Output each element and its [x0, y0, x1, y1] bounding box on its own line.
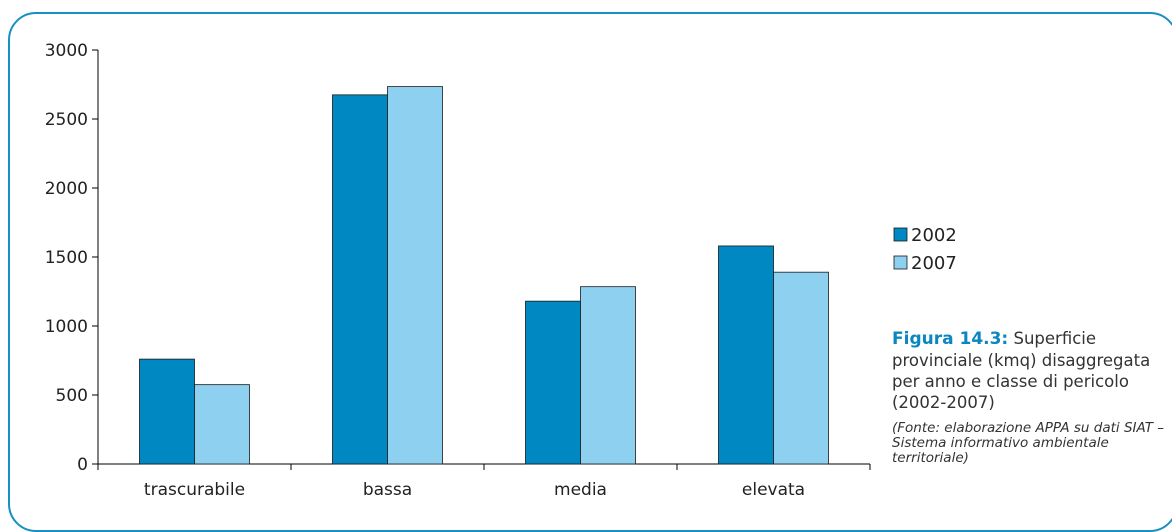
- y-axis: 0 500 1000 1500 2000 2500 3000: [45, 41, 99, 475]
- legend: 2002 2007: [893, 225, 957, 274]
- caption-text: Superficie provinciale (kmq) disaggregat…: [892, 329, 1151, 412]
- legend-swatch: [893, 227, 908, 242]
- figure-caption: Figura 14.3: Superficie provinciale (kmq…: [892, 328, 1168, 466]
- caption-source: (Fonte: elaborazione APPA su dati SIAT –…: [892, 420, 1165, 466]
- legend-label: 2002: [911, 225, 957, 246]
- y-tick-label: 1500: [45, 248, 88, 268]
- x-tick-label: trascurabile: [144, 480, 245, 500]
- bar-chart: 0 500 1000 1500 2000 2500 3000 trascurabile bas…: [45, 41, 957, 500]
- y-tick-label: 3000: [45, 41, 88, 61]
- bar-2007: [387, 86, 443, 465]
- y-tick-label: 500: [56, 386, 88, 406]
- bar-2007: [580, 286, 636, 465]
- x-tick-label: media: [554, 480, 607, 500]
- legend-label: 2007: [911, 253, 957, 274]
- x-tick-label: elevata: [742, 480, 805, 500]
- bars: [139, 86, 829, 465]
- bar-2002: [139, 358, 195, 465]
- y-tick-label: 2000: [45, 179, 88, 199]
- bar-2002: [332, 94, 388, 465]
- legend-swatch: [893, 255, 908, 270]
- caption-label: Figura 14.3:: [892, 329, 1009, 349]
- x-axis: trascurabile bassa media elevata: [97, 463, 871, 500]
- x-tick-label: bassa: [363, 480, 412, 500]
- bar-2007: [773, 271, 829, 465]
- bar-2002: [525, 300, 581, 465]
- y-tick-label: 1000: [45, 317, 88, 337]
- y-tick-label: 2500: [45, 110, 88, 130]
- bar-2007: [194, 384, 250, 465]
- y-tick-label: 0: [77, 455, 88, 475]
- bar-2002: [718, 245, 774, 465]
